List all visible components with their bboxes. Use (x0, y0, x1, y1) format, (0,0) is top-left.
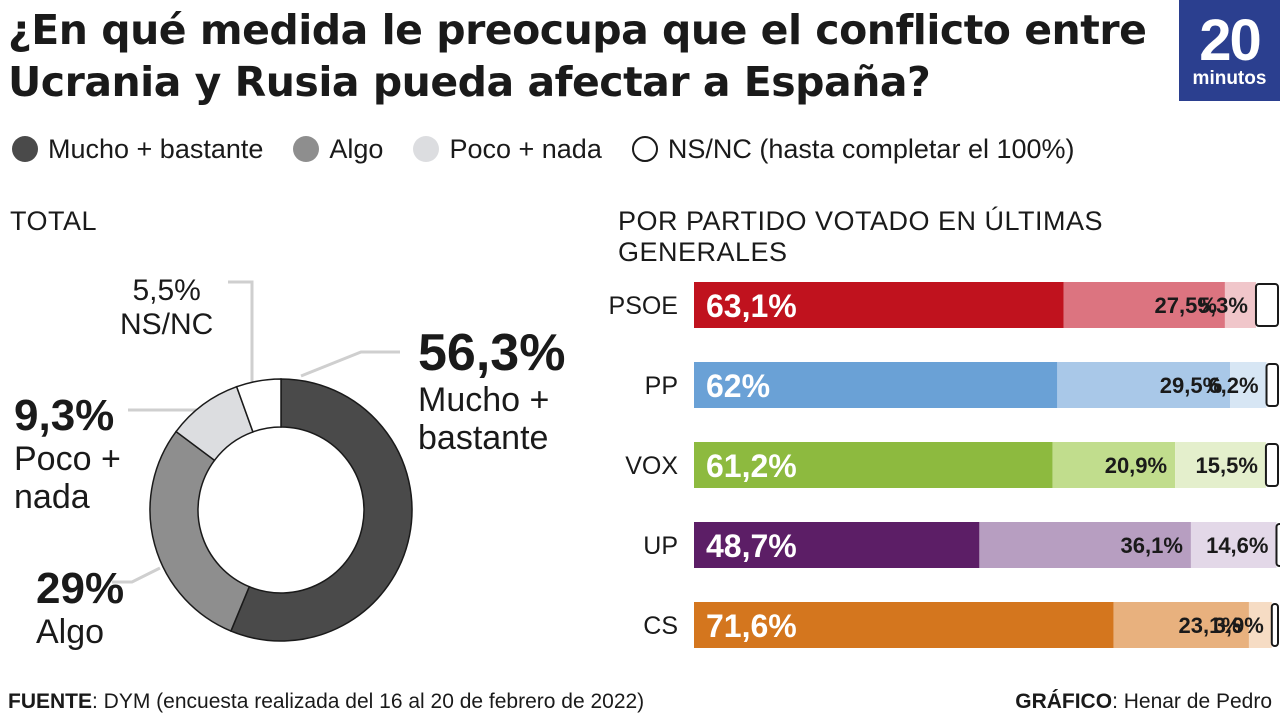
data-label-pp-poco: 6,2% (1208, 373, 1258, 398)
data-label-up-algo: 36,1% (1121, 533, 1183, 558)
donut-slice-algo (149, 430, 251, 633)
category-label-up: UP (643, 532, 678, 560)
bar-up-poco (1190, 522, 1277, 568)
footer-source-label: FUENTE (8, 690, 92, 713)
data-label-vox-mucho: 61,2% (706, 448, 797, 484)
donut-value-mucho: 56,3% (418, 324, 566, 382)
donut-leader-lines (112, 280, 400, 584)
bar-cs-poco (1248, 602, 1272, 648)
logo-word: minutos (1192, 68, 1267, 89)
footer-credit-text: : Henar de Pedro (1112, 690, 1272, 713)
legend-item-nsnc: NS/NC (hasta completar el 100%) (631, 133, 1075, 165)
bar-up-nsnc (1275, 523, 1280, 567)
bar-pp-mucho (694, 362, 1058, 408)
legend-label: Algo (329, 133, 384, 164)
logo-number: 20 (1199, 8, 1262, 73)
leader-line-mucho (300, 350, 400, 378)
bar-up-algo (979, 522, 1191, 568)
bar-psoe-mucho (694, 282, 1064, 328)
donut-label-mucho: 56,3% Mucho + bastante (418, 325, 565, 457)
donut-value-poco: 9,3% (14, 391, 115, 440)
chart-title: ¿En qué medida le preocupa que el confli… (8, 6, 1147, 106)
donut-text-poco-1: Poco + (14, 440, 121, 478)
legend-item-poco: Poco + nada (413, 133, 602, 165)
legend: Mucho + bastante Algo Poco + nada NS/NC … (12, 131, 1105, 167)
bar-psoe-poco (1224, 282, 1256, 328)
bar-cs-algo (1113, 602, 1249, 648)
bar-vox-mucho (694, 442, 1053, 488)
bar-pp-nsnc (1265, 363, 1279, 407)
bar-psoe-algo (1063, 282, 1225, 328)
bar-vox-poco (1175, 442, 1266, 488)
legend-item-algo: Algo (293, 134, 383, 165)
legend-label: Poco + nada (449, 133, 602, 164)
bar-up-mucho (694, 522, 980, 568)
category-label-cs: CS (643, 612, 678, 640)
data-label-vox-poco: 15,5% (1196, 453, 1258, 478)
donut-slice-nsnc (235, 378, 282, 433)
donut-label-poco: 9,3% Poco + nada (14, 391, 121, 517)
total-section-title: TOTAL (10, 206, 98, 236)
donut-text-algo: Algo (36, 613, 105, 651)
data-label-cs-mucho: 71,6% (706, 608, 797, 644)
footer-source-text: : DYM (encuesta realizada del 16 al 20 d… (92, 690, 645, 713)
donut-text-poco-2: nada (14, 478, 90, 516)
leader-line-nsnc (228, 280, 254, 382)
footer-credit: GRÁFICO: Henar de Pedro (1015, 690, 1272, 714)
bar-cs-mucho (694, 602, 1114, 648)
bar-vox-nsnc (1264, 443, 1279, 487)
category-label-vox: VOX (625, 452, 678, 480)
legend-label: NS/NC (hasta completar el 100%) (667, 133, 1075, 164)
bar-pp-poco (1230, 362, 1267, 408)
legend-swatch (631, 136, 658, 162)
footer-credit-label: GRÁFICO (1015, 690, 1113, 713)
leader-line-algo (112, 566, 161, 584)
category-label-psoe: PSOE (609, 292, 678, 320)
legend-swatch (413, 136, 440, 162)
donut-label-nsnc: 5,5% NS/NC (120, 274, 213, 342)
bar-cs-nsnc (1270, 603, 1280, 647)
donut-slice-mucho (229, 378, 413, 642)
footer-source: FUENTE: DYM (encuesta realizada del 16 a… (8, 690, 644, 714)
data-label-psoe-poco: 5,3% (1198, 293, 1248, 318)
20minutos-logo[interactable]: 20 minutos (1179, 0, 1280, 101)
donut-text-mucho-1: Mucho + (418, 381, 550, 419)
data-label-cs-algo: 23,1% (1179, 613, 1241, 638)
legend-item-mucho: Mucho + bastante (12, 134, 263, 165)
category-label-pp: PP (645, 372, 678, 400)
party-bar-chart: PSOE 63,1% 27,5%5,3% PP 62% 29,5%6,2% VOX 61,2%… (609, 282, 1280, 648)
bar-psoe-nsnc (1254, 283, 1279, 327)
donut-chart (112, 280, 413, 642)
party-section-title: POR PARTIDO VOTADO EN ÚLTIMAS GENERALES (618, 206, 1104, 267)
donut-text-mucho-2: bastante (418, 419, 549, 457)
legend-swatch (293, 136, 320, 162)
data-label-up-mucho: 48,7% (706, 528, 797, 564)
legend-swatch (12, 136, 38, 162)
donut-text-nsnc: NS/NC (120, 308, 214, 341)
data-label-up-poco: 14,6% (1206, 533, 1268, 558)
bar-vox-algo (1052, 442, 1176, 488)
donut-value-nsnc: 5,5% (132, 274, 201, 307)
data-label-psoe-algo: 27,5% (1155, 293, 1217, 318)
data-label-cs-poco: 3,9% (1214, 613, 1264, 638)
donut-value-algo: 29% (36, 564, 125, 613)
legend-label: Mucho + bastante (48, 133, 264, 164)
donut-label-algo: 29% Algo (36, 564, 125, 652)
data-label-pp-mucho: 62% (706, 368, 770, 404)
data-label-psoe-mucho: 63,1% (706, 288, 797, 324)
bar-pp-algo (1057, 362, 1231, 408)
data-label-vox-algo: 20,9% (1105, 453, 1167, 478)
data-label-pp-algo: 29,5% (1160, 373, 1222, 398)
